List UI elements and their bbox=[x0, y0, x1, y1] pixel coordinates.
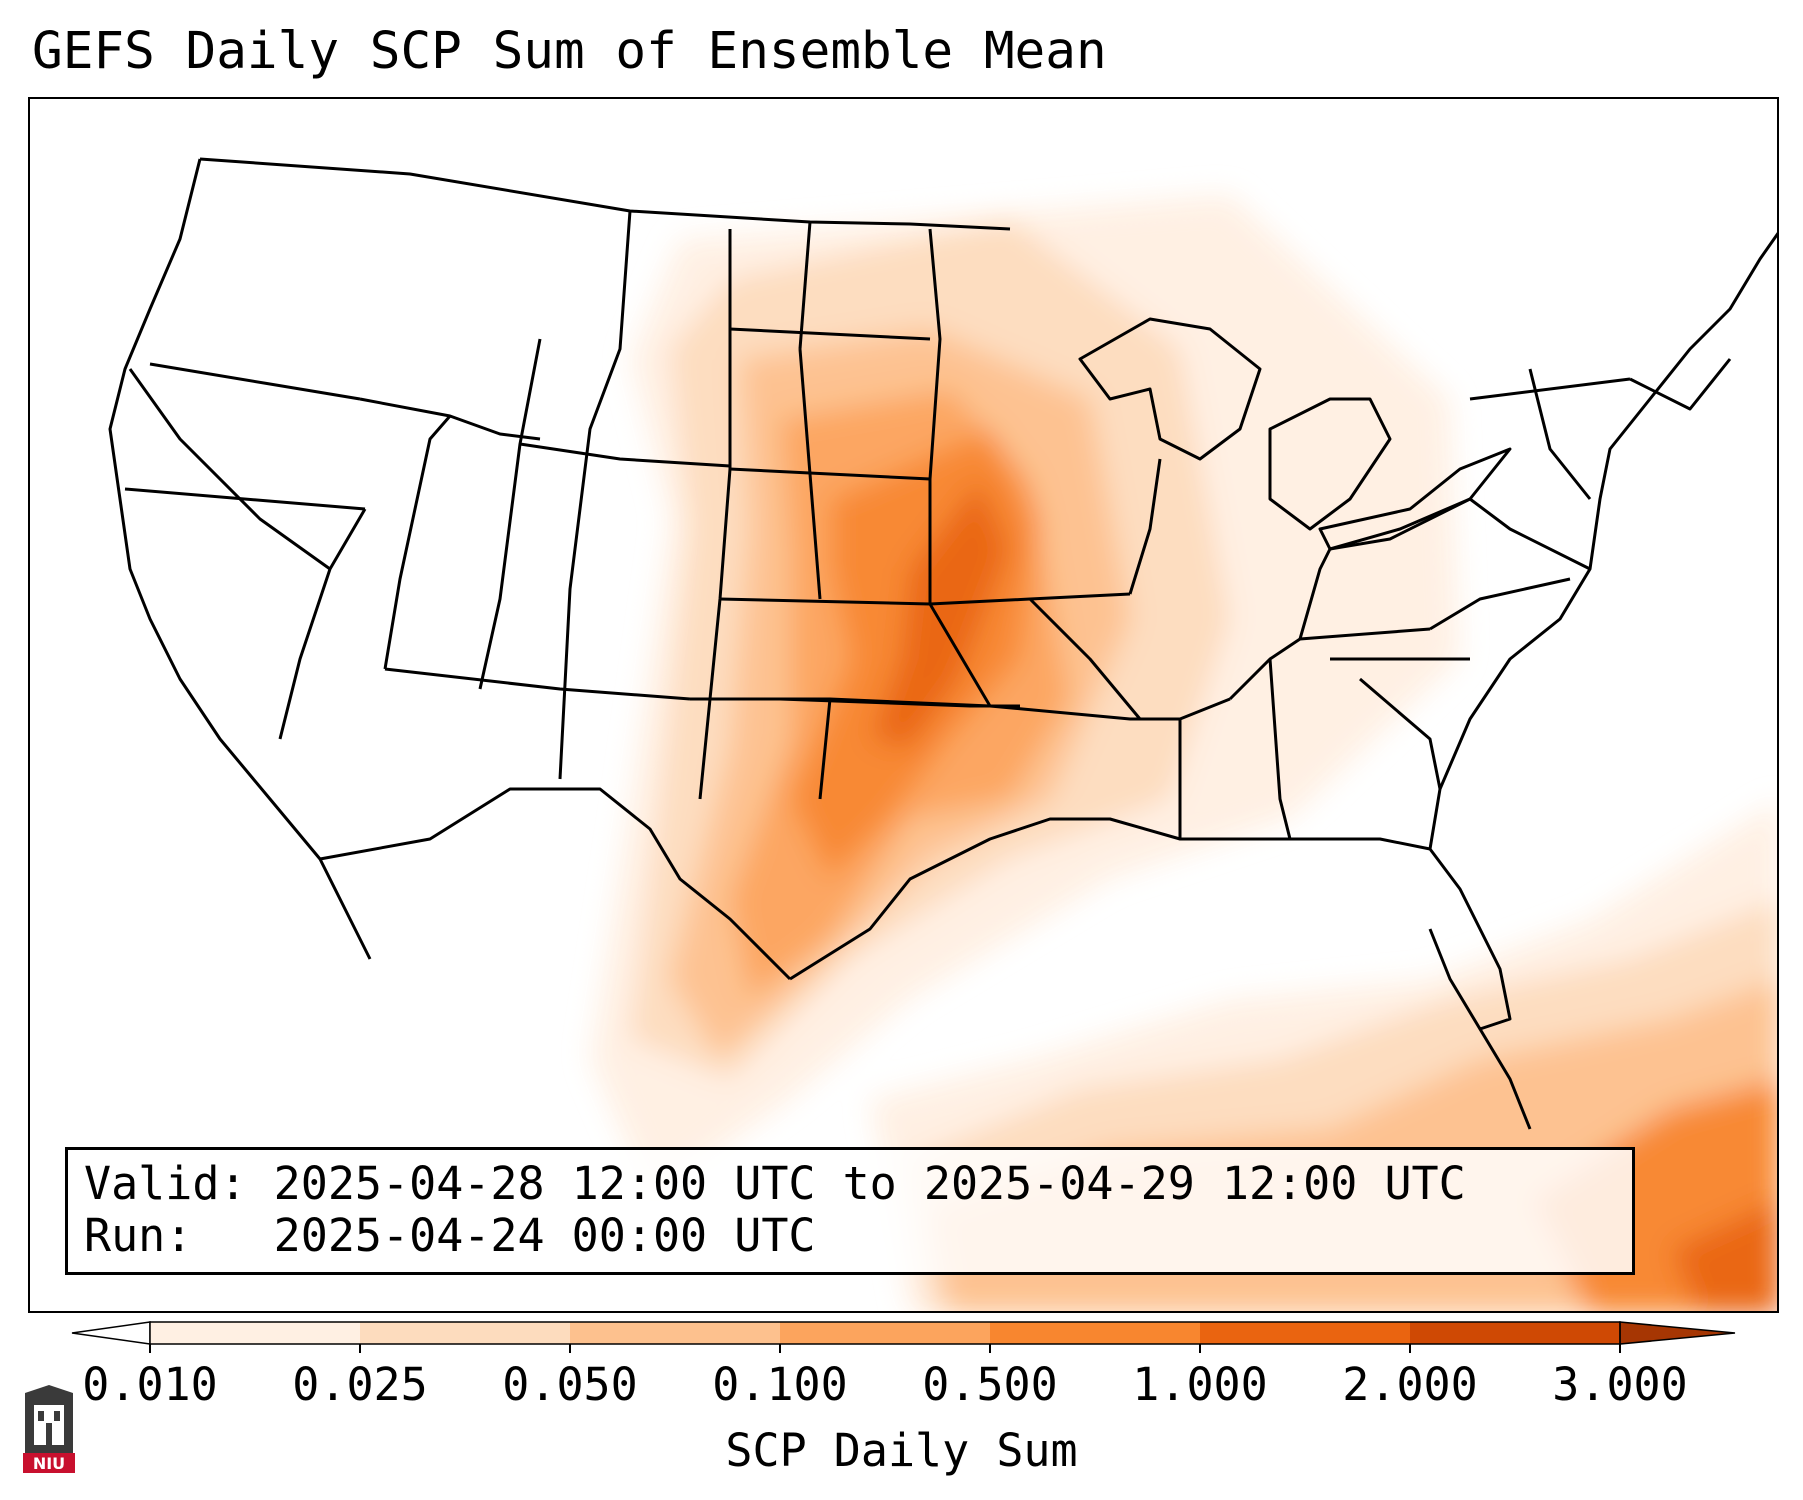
scp-field bbox=[590, 194, 1777, 1311]
colorbar-over-extension bbox=[1619, 1321, 1736, 1345]
valid-label: Valid: bbox=[84, 1157, 247, 1210]
colorbar-under-extension bbox=[71, 1321, 151, 1345]
colorbar-segment bbox=[1410, 1322, 1620, 1344]
run-value: 2025-04-24 00:00 UTC bbox=[273, 1209, 816, 1262]
colorbar-tick-label: 0.010 bbox=[82, 1358, 218, 1411]
valid-value: 2025-04-28 12:00 UTC to 2025-04-29 12:00… bbox=[273, 1157, 1466, 1210]
colorbar-segment bbox=[360, 1322, 570, 1344]
valid-line: Valid: 2025-04-28 12:00 UTC to 2025-04-2… bbox=[84, 1158, 1632, 1210]
colorbar-tick-label: 0.100 bbox=[712, 1358, 848, 1411]
colorbar-label: SCP Daily Sum bbox=[725, 1424, 1078, 1477]
colorbar-tick-label: 2.000 bbox=[1342, 1358, 1478, 1411]
colorbar-outline bbox=[149, 1321, 1621, 1345]
state-borders bbox=[108, 157, 1777, 1130]
colorbar-segment bbox=[150, 1322, 360, 1344]
colorbar-tick-label: 0.050 bbox=[502, 1358, 638, 1411]
colorbar-segment bbox=[990, 1322, 1200, 1344]
scp-map bbox=[108, 157, 1777, 1311]
niu-logo: NIU bbox=[23, 1385, 75, 1473]
run-label: Run: bbox=[84, 1209, 193, 1262]
niu-logo-text: NIU bbox=[33, 1454, 65, 1473]
map-panel bbox=[28, 97, 1779, 1313]
map-title: GEFS Daily SCP Sum of Ensemble Mean bbox=[32, 22, 1107, 81]
colorbar-tick-label: 0.025 bbox=[292, 1358, 428, 1411]
colorbar-segment bbox=[1200, 1322, 1410, 1344]
colorbar-segment bbox=[780, 1322, 990, 1344]
run-line: Run: 2025-04-24 00:00 UTC bbox=[84, 1210, 1632, 1262]
colorbar-tick-label: 0.500 bbox=[922, 1358, 1058, 1411]
colorbar-tick-label: 1.000 bbox=[1132, 1358, 1268, 1411]
colorbar bbox=[71, 1321, 1736, 1353]
colorbar-segment bbox=[570, 1322, 780, 1344]
colorbar-tick-label: 3.000 bbox=[1552, 1358, 1688, 1411]
valid-run-info: Valid: 2025-04-28 12:00 UTC to 2025-04-2… bbox=[65, 1147, 1635, 1275]
